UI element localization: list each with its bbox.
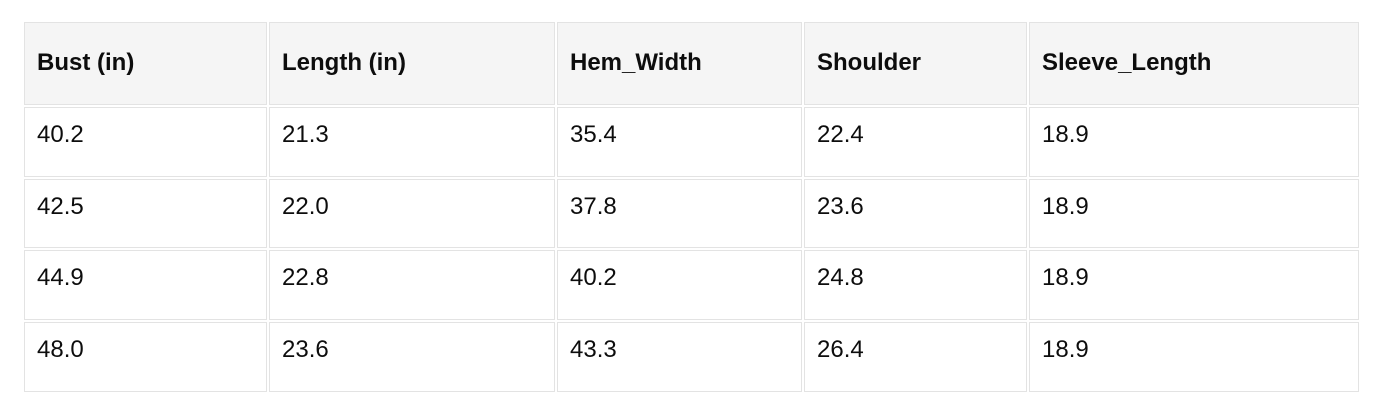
column-header-hem-width: Hem_Width xyxy=(557,22,802,105)
table-cell: 44.9 xyxy=(24,250,267,321)
table-cell: 43.3 xyxy=(557,322,802,392)
measurement-table: Bust (in) Length (in) Hem_Width Shoulder… xyxy=(22,20,1361,394)
table-cell: 26.4 xyxy=(804,322,1027,392)
table-cell: 22.4 xyxy=(804,106,1027,177)
table-cell: 48.0 xyxy=(24,322,267,392)
table-cell: 18.9 xyxy=(1029,106,1359,177)
table-cell: 24.8 xyxy=(804,250,1027,321)
table-cell: 22.0 xyxy=(269,178,555,249)
table-cell: 40.2 xyxy=(24,106,267,177)
table-row: 40.2 21.3 35.4 22.4 18.9 xyxy=(24,106,1359,177)
table-cell: 35.4 xyxy=(557,106,802,177)
table-row: 42.5 22.0 37.8 23.6 18.9 xyxy=(24,178,1359,249)
table-cell: 22.8 xyxy=(269,250,555,321)
column-header-shoulder: Shoulder xyxy=(804,22,1027,105)
table-cell: 40.2 xyxy=(557,250,802,321)
table-cell: 23.6 xyxy=(804,178,1027,249)
table-row: 44.9 22.8 40.2 24.8 18.9 xyxy=(24,250,1359,321)
table-cell: 18.9 xyxy=(1029,322,1359,392)
table-row: 48.0 23.6 43.3 26.4 18.9 xyxy=(24,322,1359,392)
table-cell: 23.6 xyxy=(269,322,555,392)
table-cell: 21.3 xyxy=(269,106,555,177)
column-header-sleeve-length: Sleeve_Length xyxy=(1029,22,1359,105)
table-cell: 18.9 xyxy=(1029,178,1359,249)
table-cell: 18.9 xyxy=(1029,250,1359,321)
column-header-length: Length (in) xyxy=(269,22,555,105)
table-header-row: Bust (in) Length (in) Hem_Width Shoulder… xyxy=(24,22,1359,105)
table-cell: 42.5 xyxy=(24,178,267,249)
table-cell: 37.8 xyxy=(557,178,802,249)
column-header-bust: Bust (in) xyxy=(24,22,267,105)
